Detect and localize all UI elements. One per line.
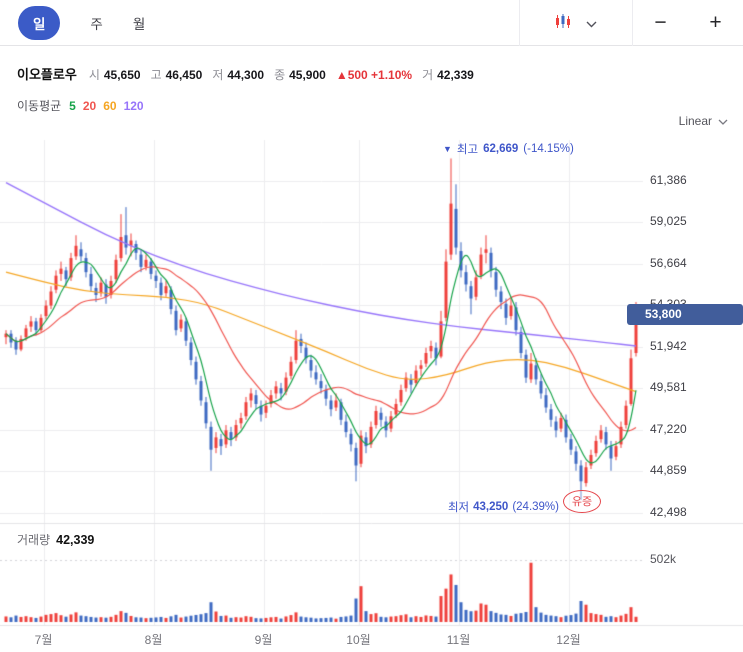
y-axis-label: 44,859 bbox=[650, 463, 687, 478]
ohlc-value: 45,650 bbox=[103, 68, 141, 82]
ohlc-value: 45,900 bbox=[289, 68, 326, 82]
divider bbox=[632, 0, 633, 46]
tab-week[interactable]: 주 bbox=[90, 16, 103, 32]
chevron-down-icon bbox=[718, 114, 728, 128]
x-axis-label: 7월 bbox=[34, 633, 53, 647]
ohlc-label: 고 bbox=[150, 68, 162, 82]
volume-value: 42,339 bbox=[56, 533, 95, 547]
toolbar-right: − + bbox=[519, 0, 743, 46]
stock-name: 이오플로우 bbox=[17, 67, 77, 82]
volume-label: 거래량 bbox=[17, 533, 51, 547]
price-change: ▲500 +1.10% bbox=[335, 68, 413, 82]
high-annotation: ▼ 최고 62,669 (-14.15%) bbox=[443, 141, 574, 157]
chart-type-selector[interactable] bbox=[520, 0, 632, 46]
ohlc-field: 저 44,300 bbox=[212, 66, 264, 83]
scale-selector[interactable]: Linear bbox=[679, 114, 728, 128]
traded-volume-label: 거 bbox=[422, 68, 434, 82]
zoom-in-button[interactable]: + bbox=[688, 0, 743, 46]
ma-legend: 이동평균 5 20 60 120 bbox=[17, 97, 144, 114]
tab-month[interactable]: 월 bbox=[132, 16, 146, 32]
tab-day[interactable]: 일 bbox=[18, 5, 61, 40]
current-price-badge: 53,800 bbox=[627, 304, 743, 326]
ma-legend-title: 이동평균 bbox=[17, 99, 62, 113]
candlestick-chart-icon bbox=[555, 13, 572, 33]
high-value: 62,669 bbox=[483, 143, 519, 156]
ohlc-fields: 시 45,650 고 46,450 저 44,300 종 45,900 bbox=[89, 66, 326, 83]
x-axis-label: 9월 bbox=[254, 633, 273, 647]
zoom-out-button[interactable]: − bbox=[633, 0, 688, 46]
traded-volume-field: 거 42,339 bbox=[422, 66, 474, 83]
y-axis-label: 42,498 bbox=[650, 504, 687, 519]
ohlc-value: 46,450 bbox=[165, 68, 203, 82]
y-axis-label: 56,664 bbox=[650, 255, 687, 270]
low-label: 최저 bbox=[447, 501, 470, 514]
triangle-down-icon: ▼ bbox=[443, 144, 452, 155]
event-badge: 유증 bbox=[563, 489, 601, 513]
x-axis-label: 8월 bbox=[144, 633, 163, 647]
y-axis-label: 51,942 bbox=[650, 338, 687, 353]
ma-legend-items: 5 20 60 120 bbox=[69, 99, 143, 113]
high-percent: (-14.15%) bbox=[523, 143, 574, 156]
ohlc-field: 시 45,650 bbox=[89, 66, 141, 83]
stock-info-bar: 이오플로우 시 45,650 고 46,450 저 44,300 종 45,900 ▲500 … bbox=[17, 64, 474, 83]
low-percent: (24.39%) bbox=[512, 500, 559, 513]
traded-volume-value: 42,339 bbox=[437, 68, 474, 82]
volume-axis-label: 502k bbox=[650, 552, 677, 566]
x-axis-label: 10월 bbox=[346, 633, 371, 647]
x-axis-label: 11월 bbox=[446, 633, 471, 647]
ohlc-field: 고 46,450 bbox=[151, 66, 203, 83]
y-axis-label: 59,025 bbox=[650, 214, 687, 229]
ohlc-value: 44,300 bbox=[227, 68, 265, 82]
y-axis-label: 47,220 bbox=[650, 421, 687, 436]
volume-panel-title: 거래량 42,339 bbox=[17, 531, 94, 548]
divider bbox=[519, 0, 520, 46]
ohlc-label: 종 bbox=[274, 68, 286, 82]
ohlc-field: 종 45,900 bbox=[274, 66, 326, 83]
toolbar: 일 주 월 − + bbox=[0, 0, 743, 46]
low-annotation: 최저 43,250 (24.39%) bbox=[448, 499, 559, 515]
ma-legend-item: 5 bbox=[69, 99, 76, 113]
scale-label: Linear bbox=[678, 114, 712, 128]
high-label: 최고 bbox=[456, 144, 479, 157]
y-axis-label: 49,581 bbox=[650, 380, 687, 395]
ma-legend-item: 60 bbox=[103, 99, 117, 113]
ma-legend-item: 120 bbox=[123, 99, 144, 113]
x-axis-label: 12월 bbox=[556, 633, 581, 647]
y-axis-label: 61,386 bbox=[650, 173, 687, 187]
low-value: 43,250 bbox=[473, 500, 509, 513]
chevron-down-icon bbox=[586, 16, 597, 31]
ohlc-label: 저 bbox=[212, 68, 224, 82]
ma-legend-item: 20 bbox=[82, 99, 97, 113]
ohlc-label: 시 bbox=[88, 68, 100, 82]
